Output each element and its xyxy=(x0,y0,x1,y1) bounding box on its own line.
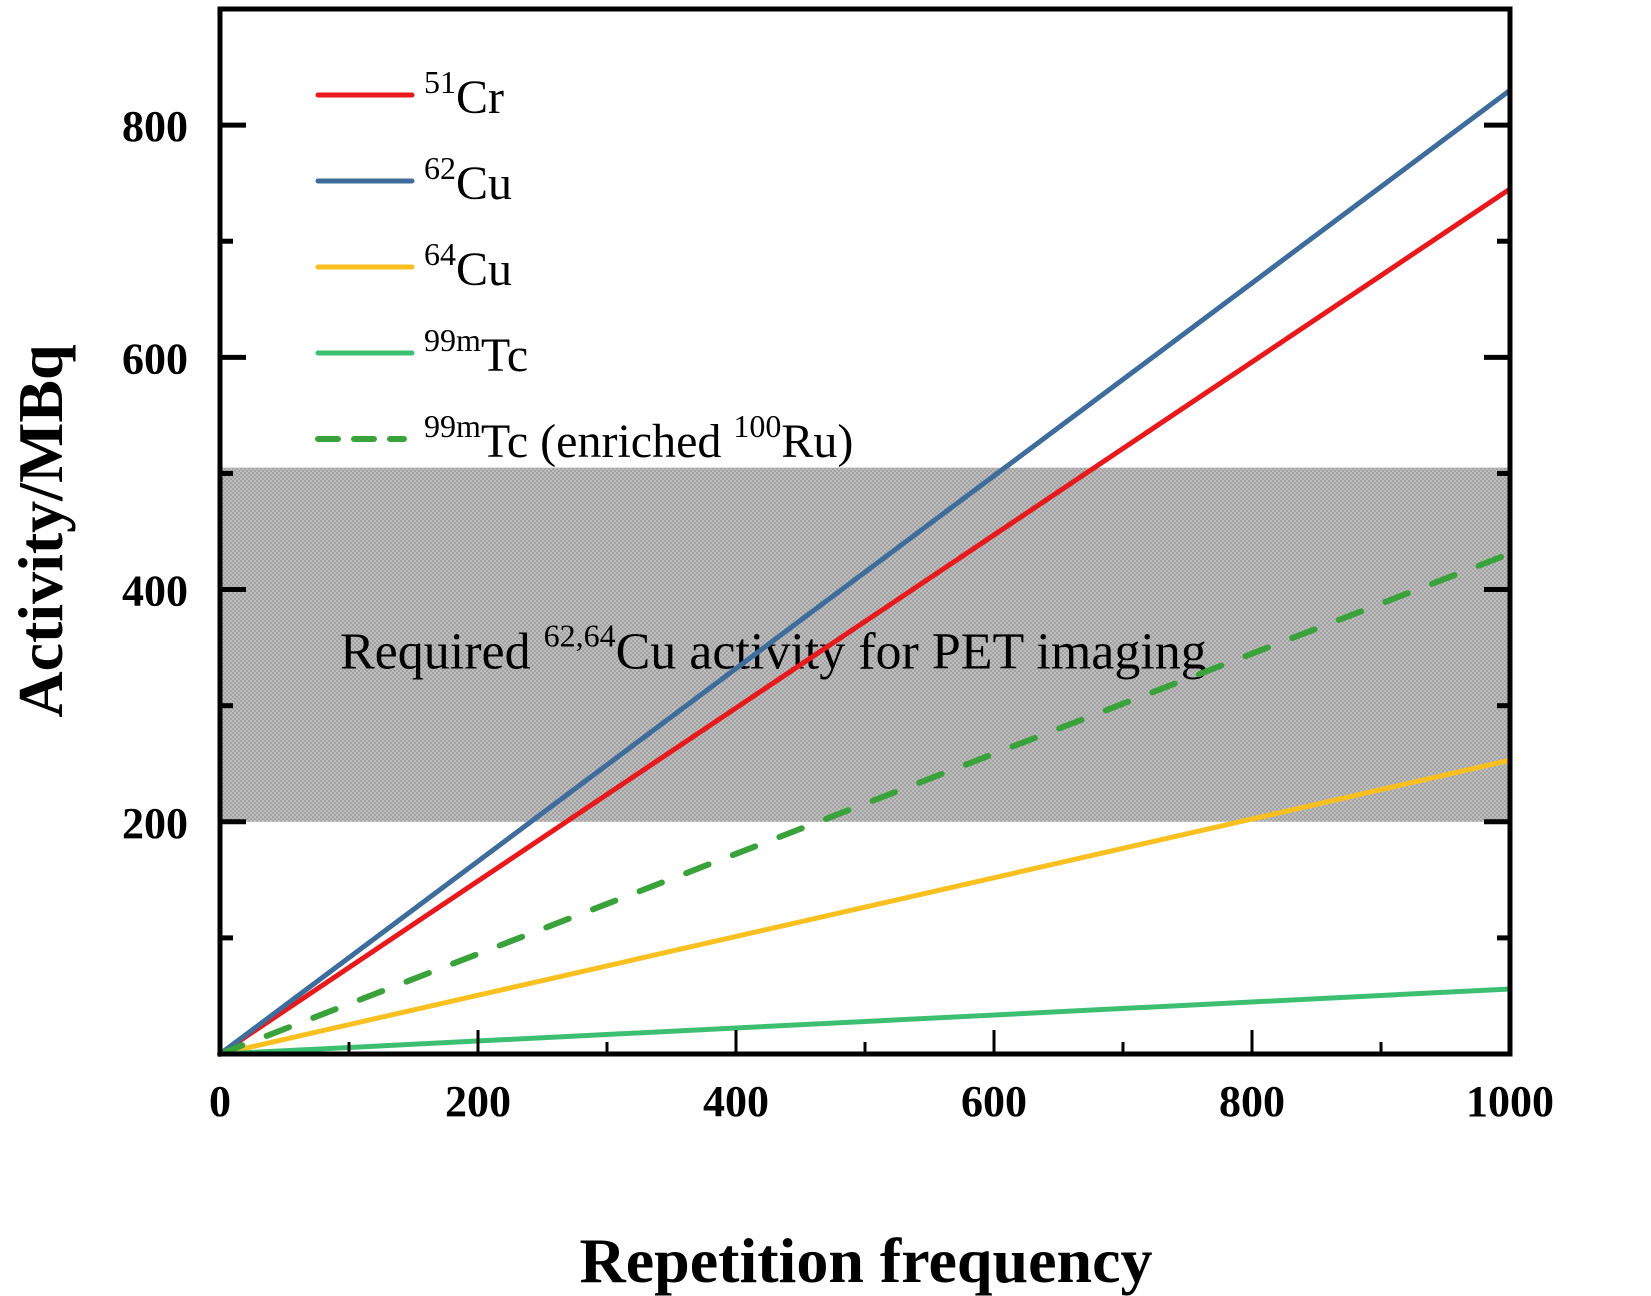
y-tick-label: 400 xyxy=(122,567,188,616)
band-annotation-sup: 62,64 xyxy=(544,618,616,654)
series-line-51cr xyxy=(217,186,1513,1057)
series-line-62cu xyxy=(217,87,1513,1057)
y-axis-title: Activity/MBq xyxy=(5,344,76,717)
x-tick-label: 800 xyxy=(1219,1077,1285,1126)
x-tick-label: 600 xyxy=(961,1077,1027,1126)
y-tick-label: 200 xyxy=(122,799,188,848)
y-tick-label: 800 xyxy=(122,102,188,151)
band-annotation-post: Cu activity for PET imaging xyxy=(616,624,1207,681)
x-axis-title: Repetition frequency xyxy=(580,1225,1153,1296)
legend-label: 99mTc (enriched 100Ru) xyxy=(424,408,853,468)
band-annotation-pre: Required xyxy=(340,624,544,681)
legend-label: 51Cr xyxy=(424,64,504,124)
series-layer xyxy=(217,87,1513,1057)
legend-label: 99mTc xyxy=(424,322,528,382)
band-annotation-layer: Required 62,64Cu activity for PET imagin… xyxy=(340,618,1207,681)
x-tick-label: 1000 xyxy=(1466,1077,1554,1126)
legend-label: 64Cu xyxy=(424,236,512,296)
pet-required-band xyxy=(220,467,1510,822)
series-line-64cu xyxy=(217,757,1513,1057)
series-line-99mtc xyxy=(217,986,1513,1057)
legend: 51Cr 62Cu 64Cu 99mTc 99mTc (enriched 100Ru) xyxy=(315,64,853,468)
axes-layer: 0 200 400 600 800 1000 200 400 600 800 xyxy=(122,6,1554,1126)
x-tick-label: 200 xyxy=(445,1077,511,1126)
y-tick-label: 600 xyxy=(122,334,188,383)
x-tick-label: 0 xyxy=(209,1077,231,1126)
band-annotation: Required 62,64Cu activity for PET imagin… xyxy=(340,618,1207,681)
legend-label: 62Cu xyxy=(424,150,512,210)
x-tick-label: 400 xyxy=(703,1077,769,1126)
series-line-99mtc-enriched-100ru- xyxy=(217,550,1513,1057)
pet-required-band-layer xyxy=(220,467,1510,822)
